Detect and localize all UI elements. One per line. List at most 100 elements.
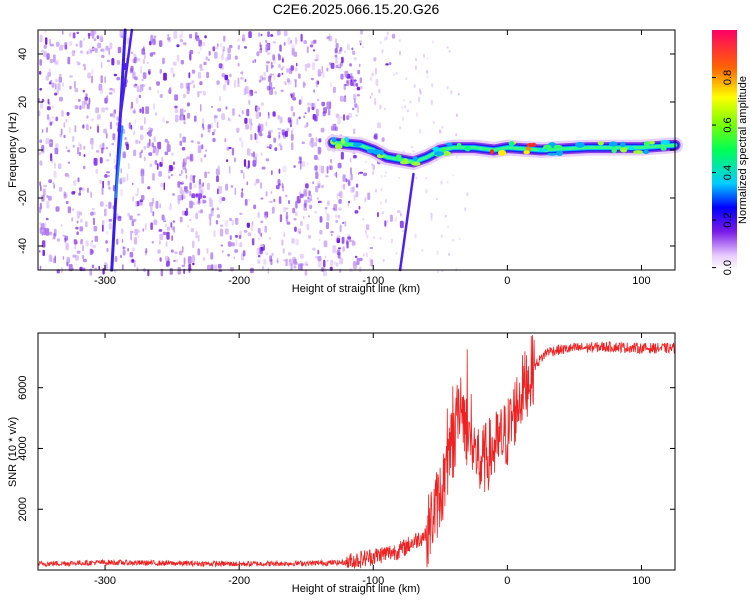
noise-cell [234,187,237,196]
noise-cell [306,161,309,166]
noise-cell [291,238,295,244]
noise-cell [184,109,186,113]
noise-cell [321,65,324,74]
noise-cell [59,46,62,51]
noise-cell [170,222,173,228]
noise-cell [179,34,183,39]
noise-cell [171,235,173,241]
noise-cell [276,257,279,264]
noise-cell [201,42,206,46]
noise-cell [72,208,75,211]
noise-cell [66,111,70,116]
noise-cell [239,137,242,142]
noise-cell [353,57,358,61]
noise-cell [57,163,62,169]
noise-cell [101,107,105,113]
noise-cell [121,228,124,234]
noise-cell [290,261,294,266]
noise-cell [207,58,210,62]
noise-cell [96,35,100,39]
noise-cell [260,182,262,189]
x-tick-label: 0 [504,575,510,587]
noise-cell [162,117,165,123]
noise-cell [247,160,250,169]
noise-cell [200,44,202,51]
noise-cell [324,207,328,210]
noise-cell [326,259,329,262]
signal-blob [344,143,350,147]
noise-cell [39,181,41,187]
noise-cell [216,207,220,211]
signal-blob [620,141,626,148]
noise-cell [257,212,260,219]
signal-blob [432,146,440,152]
noise-cell [239,71,244,74]
noise-cell [281,239,284,246]
noise-cell [379,41,382,45]
noise-cell [121,239,124,243]
noise-cell [178,173,182,177]
noise-cell [183,186,188,190]
noise-cell [167,39,172,43]
noise-cell [311,106,315,111]
noise-cell [179,216,183,223]
noise-cell [44,30,47,34]
noise-cell [69,85,72,90]
noise-cell [127,212,130,217]
noise-cell [402,116,405,121]
noise-cell [46,53,50,60]
noise-cell [300,33,303,42]
noise-cell [113,73,118,77]
noise-cell [466,192,469,197]
noise-cell [306,63,311,68]
noise-cell [197,72,202,79]
noise-cell [94,47,98,53]
noise-cell [132,182,134,186]
noise-cell [314,165,318,171]
noise-cell [288,251,292,256]
noise-cell [408,248,411,251]
noise-cell [64,44,68,50]
noise-cell [256,140,259,144]
noise-cell [47,116,52,122]
noise-cell [47,195,52,201]
noise-cell [39,34,43,43]
noise-cell [337,252,341,259]
noise-cell [281,129,285,136]
noise-cell [49,38,51,46]
noise-cell [99,179,102,184]
noise-cell [101,54,105,59]
noise-cell [156,81,160,86]
noise-cell [344,220,347,227]
noise-cell [62,82,64,88]
noise-cell [111,142,115,146]
noise-cell [204,35,207,39]
noise-cell [181,264,186,268]
noise-cell [298,231,301,235]
noise-cell [190,155,193,161]
noise-cell [187,82,192,85]
noise-cell [181,169,183,175]
noise-cell [91,240,93,243]
noise-cell [64,194,68,198]
noise-cell [335,262,339,267]
noise-cell [266,61,270,64]
noise-cell [59,186,63,192]
noise-cell [252,60,255,64]
noise-cell [39,265,42,270]
noise-cell [271,252,274,256]
noise-cell [344,70,349,78]
noise-cell [334,48,338,54]
noise-cell [105,107,109,111]
noise-cell [133,54,137,61]
noise-cell [317,256,322,262]
noise-cell [251,221,254,226]
noise-cell [73,50,76,53]
noise-cell [207,171,210,174]
noise-cell [448,50,451,53]
noise-cell [304,269,308,276]
noise-cell [253,156,258,164]
noise-cell [140,168,145,175]
noise-cell [227,53,231,60]
noise-cell [95,168,99,174]
